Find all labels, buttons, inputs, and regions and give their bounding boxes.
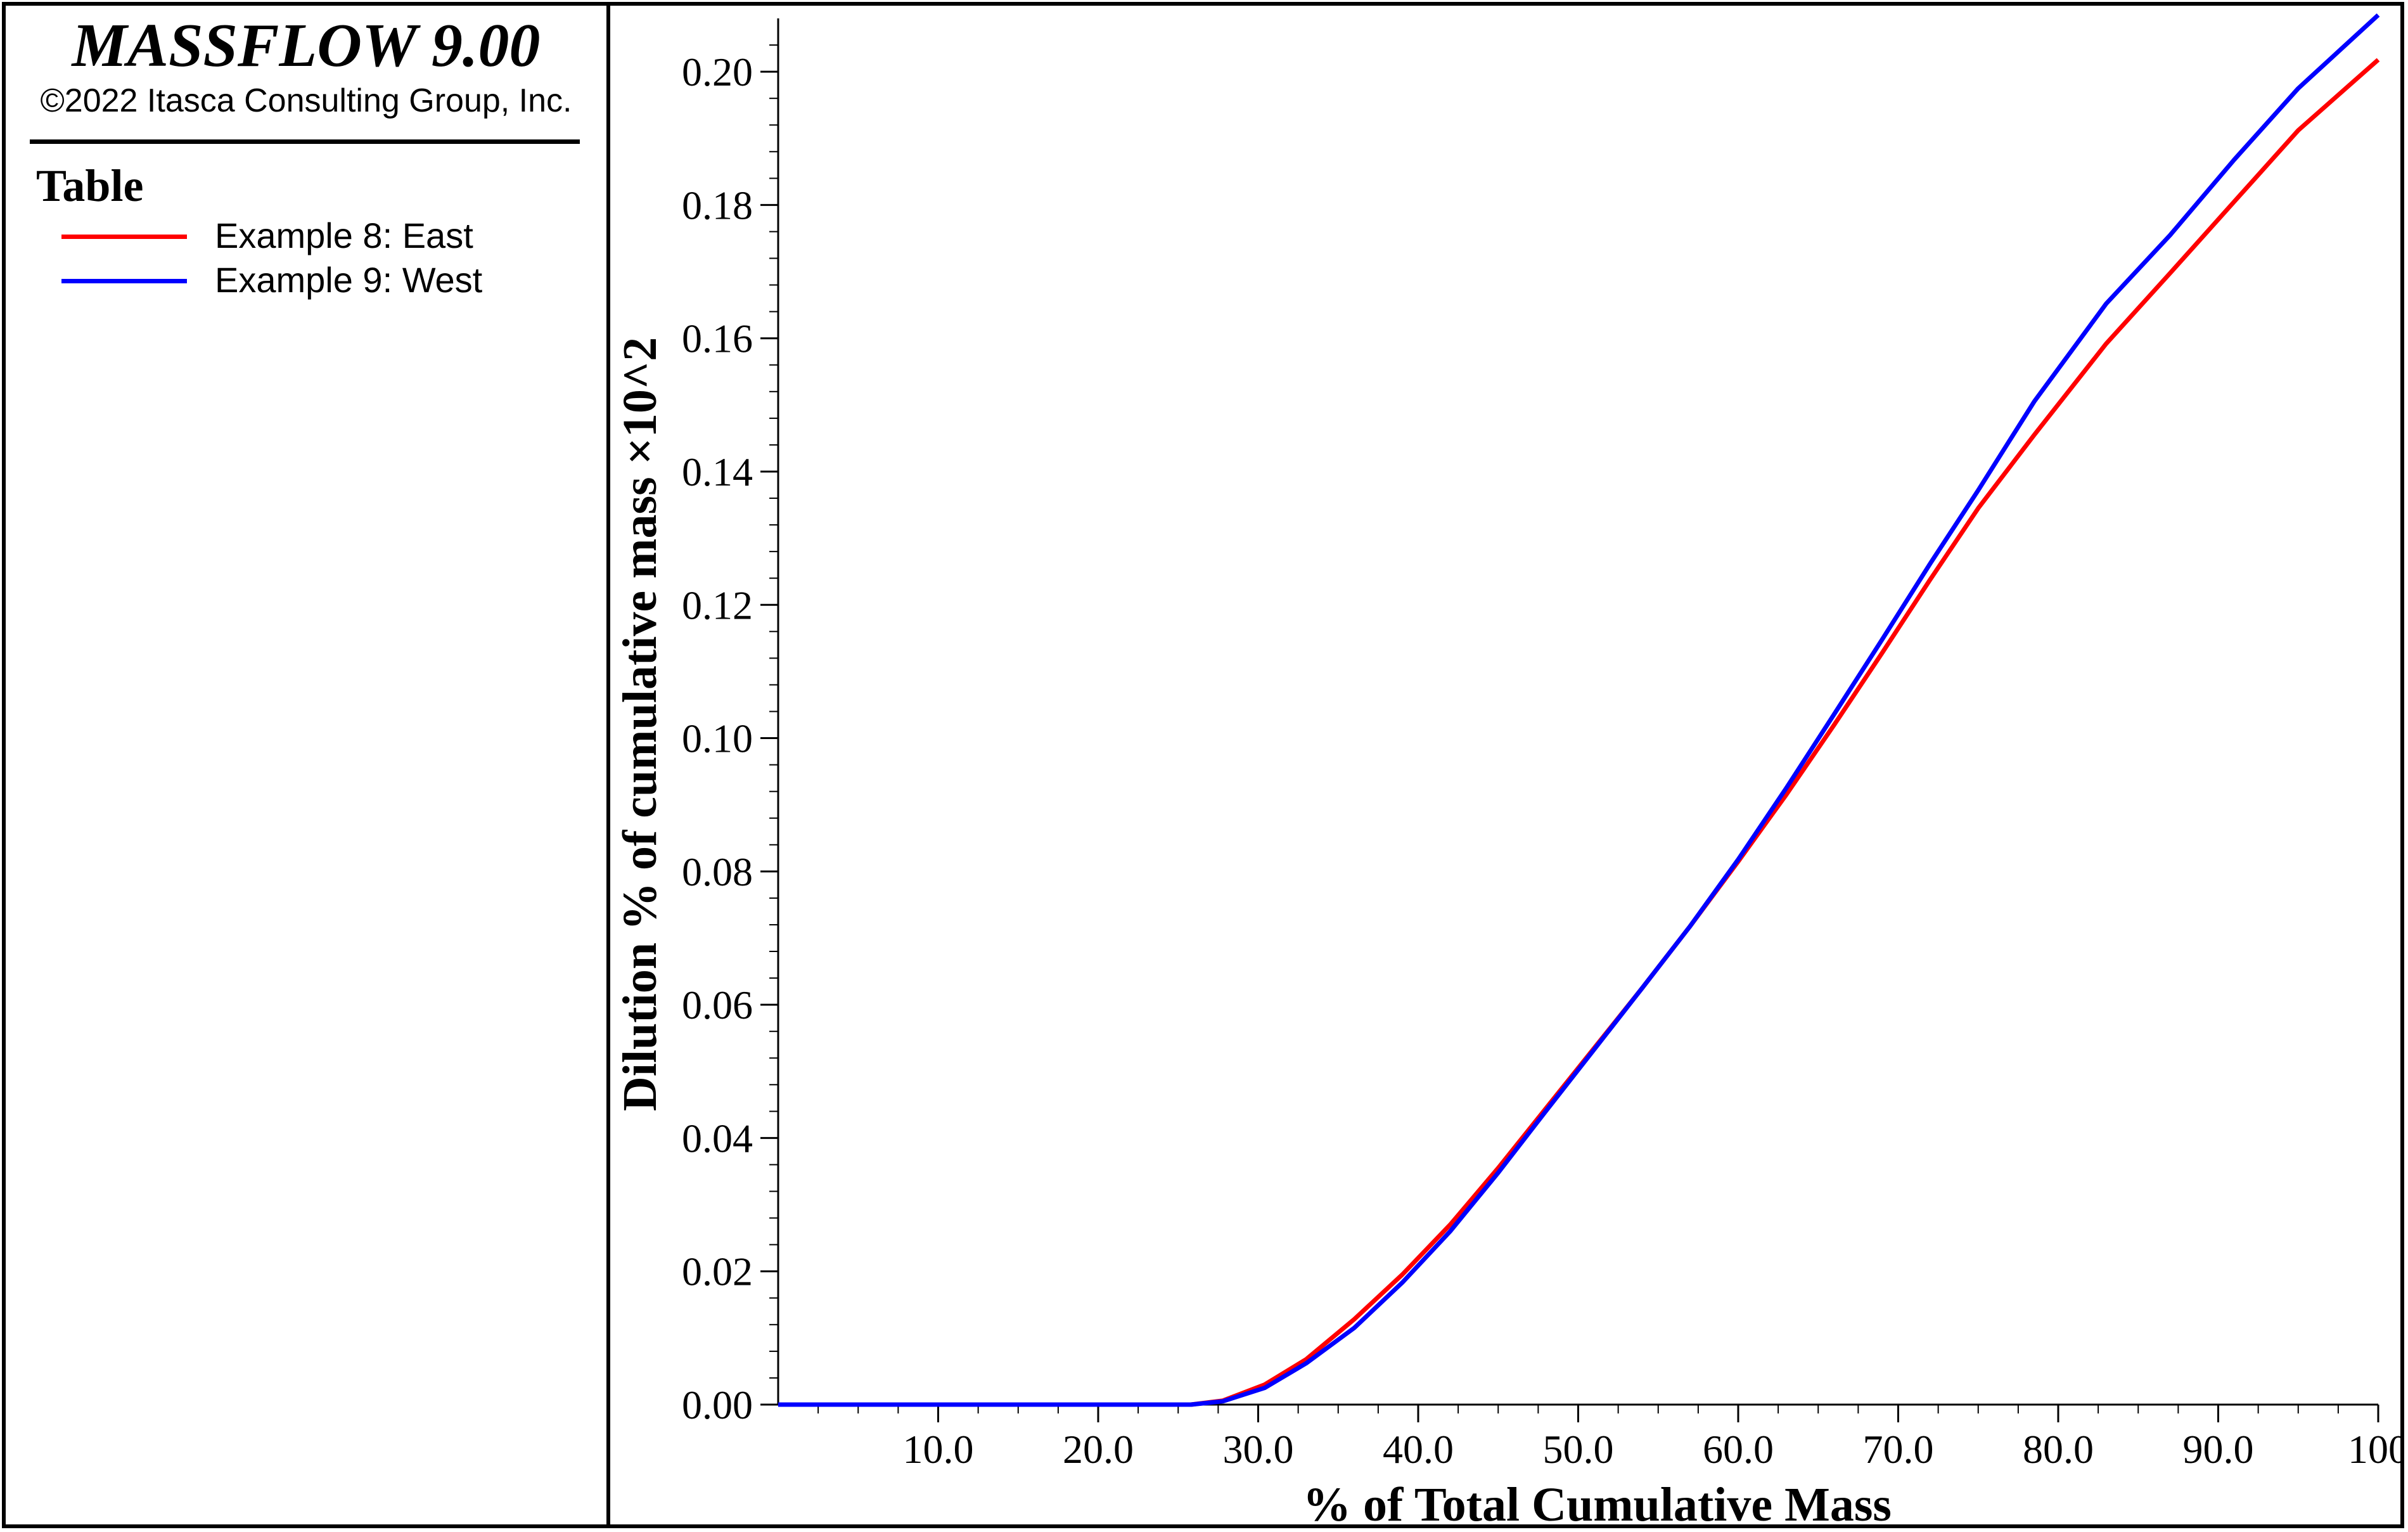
x-tick-label: 80.0 (2023, 1427, 2094, 1472)
x-tick-label: 90.0 (2183, 1427, 2254, 1472)
x-tick-label: 60.0 (1703, 1427, 1774, 1472)
app-title: MASSFLOW 9.00 (72, 11, 541, 80)
x-axis-label: % of Total Cumulative Mass (1303, 1478, 1892, 1524)
y-tick-label: 0.20 (682, 49, 753, 94)
y-tick-label: 0.10 (682, 716, 753, 761)
legend-heading: Table (36, 160, 144, 211)
line-chart[interactable]: 10.0 20.0 30.0 40.0 50.0 60.0 70.0 80.0 90.0 100 0… (610, 6, 2408, 1531)
legend-swatch-east (61, 235, 187, 239)
y-tick-label: 0.02 (682, 1249, 753, 1294)
y-tick-label: 0.12 (682, 583, 753, 628)
x-tick-label: 40.0 (1383, 1427, 1454, 1472)
y-tick-label: 0.18 (682, 183, 753, 228)
y-axis-label: Dilution % of cumulative mass ×10^2 (613, 337, 667, 1111)
y-tick-label: 0.04 (682, 1116, 753, 1161)
x-tick-label: 30.0 (1223, 1427, 1294, 1472)
x-tick-label: 20.0 (1063, 1427, 1134, 1472)
series-line-west (778, 13, 2380, 1407)
panel-divider (606, 6, 610, 1524)
copyright-notice: ©2022 Itasca Consulting Group, Inc. (40, 82, 572, 119)
x-tick-label: 50.0 (1543, 1427, 1614, 1472)
y-tick-label: 0.00 (682, 1382, 753, 1427)
header-rule (30, 139, 580, 144)
legend-swatch-west (61, 279, 187, 283)
legend-label-east: Example 8: East (215, 216, 473, 255)
series-line-east (778, 58, 2380, 1407)
x-tick-label: 100 (2348, 1427, 2404, 1472)
y-tick-label: 0.08 (682, 849, 753, 894)
y-tick-label: 0.14 (682, 449, 753, 494)
y-tick-label: 0.06 (682, 982, 753, 1027)
y-tick-label: 0.16 (682, 316, 753, 361)
x-tick-label: 70.0 (1863, 1427, 1934, 1472)
plot-area[interactable]: 10.0 20.0 30.0 40.0 50.0 60.0 70.0 80.0 90.0 100 0… (610, 6, 2408, 1531)
legend-label-west: Example 9: West (215, 260, 483, 300)
legend-panel: MASSFLOW 9.00 ©2022 Itasca Consulting Gr… (6, 6, 606, 1524)
x-tick-label: 10.0 (903, 1427, 974, 1472)
